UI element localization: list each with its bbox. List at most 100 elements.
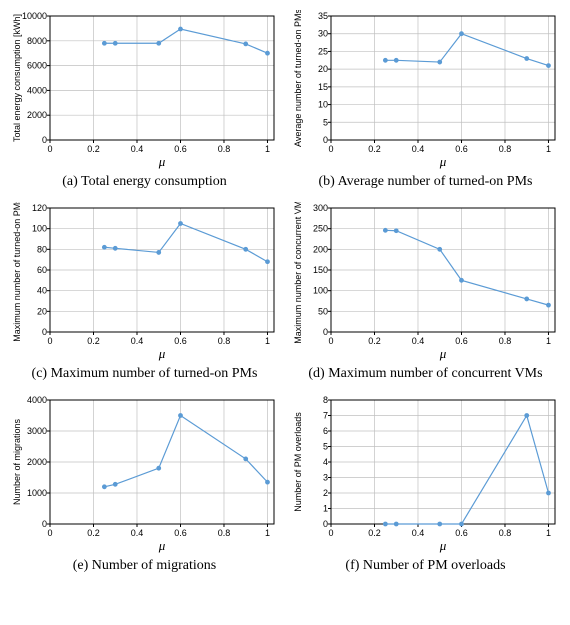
svg-text:0.4: 0.4 bbox=[130, 336, 143, 346]
svg-text:0.4: 0.4 bbox=[411, 144, 424, 154]
svg-text:8000: 8000 bbox=[26, 36, 46, 46]
chart-cell-d: 05010015020025030000.20.40.60.81Maximum … bbox=[285, 200, 566, 392]
svg-text:0.2: 0.2 bbox=[87, 144, 100, 154]
ylabel: Number of migrations bbox=[12, 418, 22, 505]
chart-c: 02040608010012000.20.40.60.81Maximum num… bbox=[10, 202, 280, 362]
svg-text:0.6: 0.6 bbox=[174, 528, 187, 538]
svg-text:0: 0 bbox=[41, 519, 46, 529]
svg-text:30: 30 bbox=[317, 29, 327, 39]
chart-cell-c: 02040608010012000.20.40.60.81Maximum num… bbox=[4, 200, 285, 392]
svg-text:0.6: 0.6 bbox=[455, 528, 468, 538]
svg-text:300: 300 bbox=[312, 203, 327, 213]
ylabel: Average number of turned-on PMs bbox=[293, 10, 303, 147]
svg-text:0.8: 0.8 bbox=[217, 336, 230, 346]
svg-text:4000: 4000 bbox=[26, 85, 46, 95]
chart-d: 05010015020025030000.20.40.60.81Maximum … bbox=[291, 202, 561, 362]
chart-caption-e: (e) Number of migrations bbox=[73, 558, 216, 574]
chart-caption-c: (c) Maximum number of turned-on PMs bbox=[32, 366, 258, 382]
svg-text:60: 60 bbox=[36, 265, 46, 275]
svg-text:0: 0 bbox=[322, 519, 327, 529]
svg-text:0: 0 bbox=[322, 135, 327, 145]
svg-text:0.2: 0.2 bbox=[87, 528, 100, 538]
svg-text:8: 8 bbox=[322, 395, 327, 405]
chart-svg-wrap: 0510152025303500.20.40.60.81Average numb… bbox=[291, 10, 561, 170]
xlabel: μ bbox=[157, 154, 165, 169]
svg-text:5: 5 bbox=[322, 442, 327, 452]
svg-text:200: 200 bbox=[312, 244, 327, 254]
svg-text:0: 0 bbox=[47, 144, 52, 154]
svg-text:25: 25 bbox=[317, 46, 327, 56]
svg-text:0.8: 0.8 bbox=[217, 144, 230, 154]
svg-text:250: 250 bbox=[312, 224, 327, 234]
svg-text:0.6: 0.6 bbox=[174, 144, 187, 154]
chart-svg-wrap: 0100020003000400000.20.40.60.81Number of… bbox=[10, 394, 280, 554]
svg-text:0: 0 bbox=[47, 528, 52, 538]
svg-text:0.4: 0.4 bbox=[411, 528, 424, 538]
svg-text:0.8: 0.8 bbox=[498, 144, 511, 154]
chart-caption-b: (b) Average number of turned-on PMs bbox=[319, 174, 533, 190]
svg-text:10: 10 bbox=[317, 100, 327, 110]
svg-text:80: 80 bbox=[36, 244, 46, 254]
chart-svg-wrap: 02040608010012000.20.40.60.81Maximum num… bbox=[10, 202, 280, 362]
svg-text:0: 0 bbox=[41, 135, 46, 145]
svg-text:0.2: 0.2 bbox=[368, 528, 381, 538]
chart-b: 0510152025303500.20.40.60.81Average numb… bbox=[291, 10, 561, 170]
svg-text:3000: 3000 bbox=[26, 426, 46, 436]
chart-f: 01234567800.20.40.60.81Number of PM over… bbox=[291, 394, 561, 554]
xlabel: μ bbox=[157, 538, 165, 553]
svg-text:2: 2 bbox=[322, 488, 327, 498]
svg-text:0: 0 bbox=[328, 528, 333, 538]
chart-caption-a: (a) Total energy consumption bbox=[62, 174, 227, 190]
svg-text:2000: 2000 bbox=[26, 457, 46, 467]
xlabel: μ bbox=[157, 346, 165, 361]
svg-text:0.4: 0.4 bbox=[130, 144, 143, 154]
svg-text:0.4: 0.4 bbox=[411, 336, 424, 346]
svg-text:0: 0 bbox=[328, 336, 333, 346]
svg-text:150: 150 bbox=[312, 265, 327, 275]
chart-svg-wrap: 05010015020025030000.20.40.60.81Maximum … bbox=[291, 202, 561, 362]
svg-text:1: 1 bbox=[545, 336, 550, 346]
chart-a: 020004000600080001000000.20.40.60.81Tota… bbox=[10, 10, 280, 170]
xlabel: μ bbox=[438, 346, 446, 361]
svg-text:100: 100 bbox=[312, 286, 327, 296]
svg-text:0.8: 0.8 bbox=[498, 528, 511, 538]
svg-text:1: 1 bbox=[264, 144, 269, 154]
svg-text:20: 20 bbox=[36, 306, 46, 316]
chart-cell-e: 0100020003000400000.20.40.60.81Number of… bbox=[4, 392, 285, 584]
svg-text:0.2: 0.2 bbox=[87, 336, 100, 346]
chart-caption-f: (f) Number of PM overloads bbox=[345, 558, 505, 574]
svg-text:4000: 4000 bbox=[26, 395, 46, 405]
svg-text:1: 1 bbox=[264, 336, 269, 346]
svg-text:0.2: 0.2 bbox=[368, 144, 381, 154]
svg-text:40: 40 bbox=[36, 286, 46, 296]
chart-svg-wrap: 01234567800.20.40.60.81Number of PM over… bbox=[291, 394, 561, 554]
svg-text:1: 1 bbox=[545, 144, 550, 154]
ylabel: Total energy consumption [kWh] bbox=[12, 14, 22, 142]
svg-text:5: 5 bbox=[322, 117, 327, 127]
svg-text:15: 15 bbox=[317, 82, 327, 92]
svg-text:1000: 1000 bbox=[26, 488, 46, 498]
chart-cell-b: 0510152025303500.20.40.60.81Average numb… bbox=[285, 8, 566, 200]
svg-text:0: 0 bbox=[41, 327, 46, 337]
svg-text:0.6: 0.6 bbox=[455, 336, 468, 346]
svg-text:3: 3 bbox=[322, 473, 327, 483]
chart-caption-d: (d) Maximum number of concurrent VMs bbox=[308, 366, 542, 382]
svg-text:50: 50 bbox=[317, 306, 327, 316]
chart-cell-a: 020004000600080001000000.20.40.60.81Tota… bbox=[4, 8, 285, 200]
svg-text:4: 4 bbox=[322, 457, 327, 467]
ylabel: Maximum number of concurrent VMs bbox=[293, 202, 303, 344]
ylabel: Maximum number of turned-on PMs bbox=[12, 202, 22, 342]
svg-text:0.4: 0.4 bbox=[130, 528, 143, 538]
svg-text:6000: 6000 bbox=[26, 61, 46, 71]
ytick-labels: 012345678 bbox=[322, 395, 330, 529]
svg-text:10000: 10000 bbox=[21, 11, 46, 21]
ylabel: Number of PM overloads bbox=[293, 412, 303, 512]
svg-text:20: 20 bbox=[317, 64, 327, 74]
svg-text:120: 120 bbox=[31, 203, 46, 213]
svg-text:0.2: 0.2 bbox=[368, 336, 381, 346]
chart-e: 0100020003000400000.20.40.60.81Number of… bbox=[10, 394, 280, 554]
chart-grid: 020004000600080001000000.20.40.60.81Tota… bbox=[4, 8, 566, 584]
chart-grid-page: { "layout": { "rows": 3, "cols": 2, "cel… bbox=[0, 0, 570, 596]
svg-text:0.8: 0.8 bbox=[217, 528, 230, 538]
chart-cell-f: 01234567800.20.40.60.81Number of PM over… bbox=[285, 392, 566, 584]
